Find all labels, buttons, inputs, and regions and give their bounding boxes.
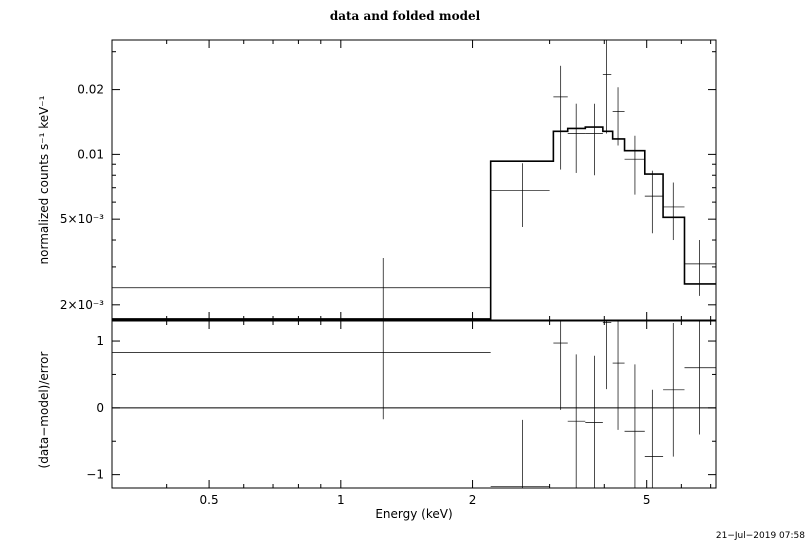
top-y-tick-label: 0.01 xyxy=(77,147,104,161)
x-tick-label: 0.5 xyxy=(200,493,219,507)
data-point xyxy=(490,163,550,227)
top-y-tick-label: 5×10⁻³ xyxy=(60,212,104,226)
residual-point xyxy=(490,419,550,488)
data-point xyxy=(684,240,716,296)
data-point xyxy=(112,258,491,320)
residual-point xyxy=(644,389,664,488)
residual-series xyxy=(112,321,716,488)
top-plot-frame xyxy=(111,39,717,321)
timestamp: 21−Jul−2019 07:58 xyxy=(716,531,805,541)
top-y-axis-label: normalized counts s⁻¹ keV⁻¹ xyxy=(37,95,51,264)
data-point xyxy=(663,182,685,241)
residual-point xyxy=(612,321,625,430)
data-point xyxy=(612,87,625,146)
bottom-plot-frame xyxy=(111,320,717,489)
bottom-y-axis-label: (data−model)/error xyxy=(37,351,51,468)
bottom-y-tick-label: 1 xyxy=(96,334,104,348)
data-series xyxy=(112,40,716,320)
residual-point xyxy=(663,323,685,457)
residual-point xyxy=(112,321,491,420)
x-tick-label: 5 xyxy=(643,493,651,507)
x-axis-label: Energy (keV) xyxy=(375,507,452,521)
residual-point xyxy=(602,321,612,390)
residual-point xyxy=(585,355,603,488)
data-point xyxy=(567,103,586,173)
residual-panel: 0.5 1 2 5 1 0 −1 xyxy=(86,320,717,507)
x-tick-label: 2 xyxy=(469,493,477,507)
top-panel: 2×10⁻³ 5×10⁻³ 0.01 0.02 xyxy=(60,39,717,321)
residual-point xyxy=(684,321,716,435)
data-point xyxy=(644,170,664,234)
residual-point xyxy=(553,321,568,410)
model-step-line xyxy=(112,126,716,320)
model-series xyxy=(112,126,716,320)
residual-point xyxy=(567,354,586,488)
data-point xyxy=(553,65,568,170)
bottom-y-tick-label: 0 xyxy=(96,401,104,415)
top-y-tick-label: 2×10⁻³ xyxy=(60,298,104,312)
data-point xyxy=(585,103,603,176)
data-point xyxy=(624,135,645,195)
x-tick-label: 1 xyxy=(337,493,345,507)
top-y-tick-label: 0.02 xyxy=(77,83,104,97)
bottom-y-tick-label: −1 xyxy=(86,468,104,482)
chart-title: data and folded model xyxy=(330,9,481,23)
residual-point xyxy=(624,364,645,488)
data-point xyxy=(602,40,612,134)
